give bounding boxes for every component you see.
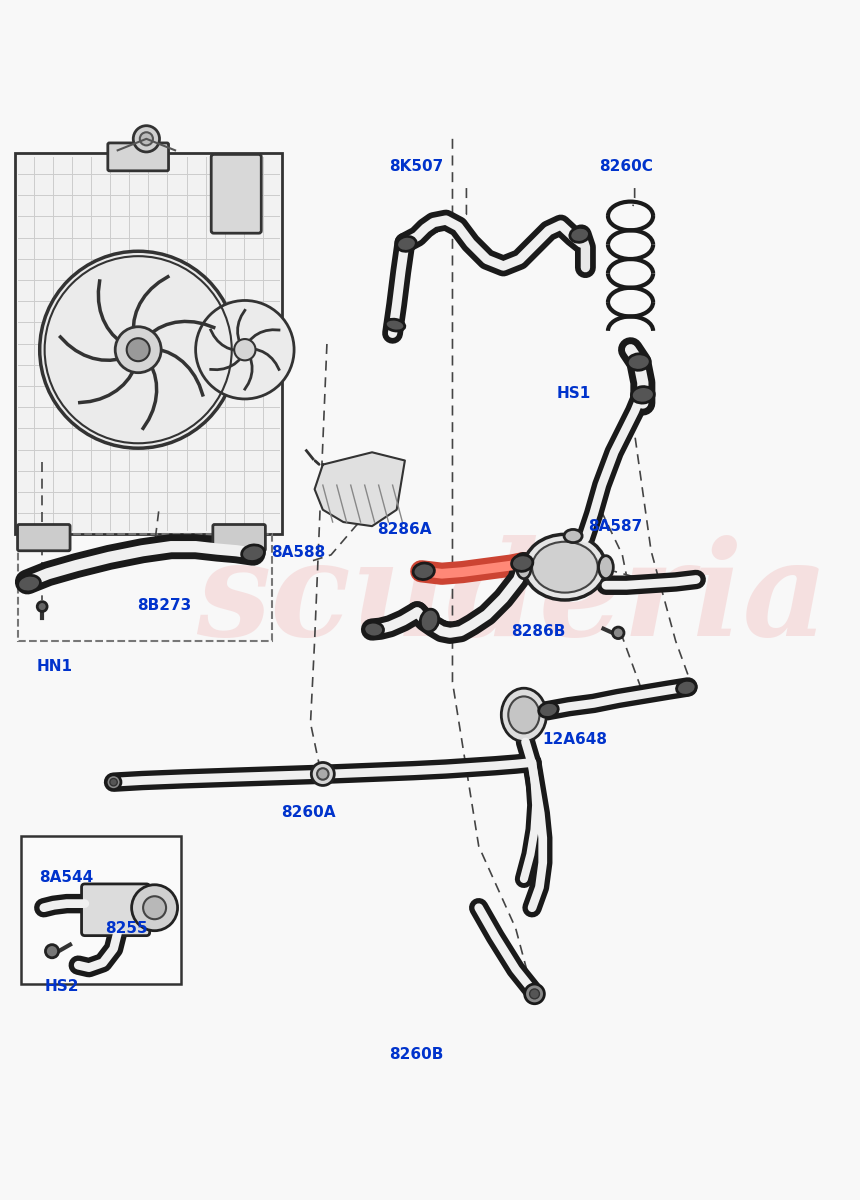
Ellipse shape [508, 696, 539, 733]
Ellipse shape [599, 556, 613, 578]
Circle shape [140, 132, 153, 145]
Text: 8K507: 8K507 [390, 160, 444, 174]
Circle shape [311, 762, 335, 786]
Circle shape [46, 944, 58, 958]
Ellipse shape [385, 319, 405, 331]
Circle shape [133, 126, 159, 152]
Text: HS2: HS2 [45, 978, 80, 994]
Ellipse shape [538, 702, 558, 718]
Text: scuderia: scuderia [195, 535, 827, 665]
Circle shape [40, 251, 237, 448]
Text: 8286B: 8286B [511, 624, 565, 640]
Text: 8B273: 8B273 [137, 599, 191, 613]
Ellipse shape [564, 529, 582, 542]
Text: 8260C: 8260C [599, 160, 653, 174]
Ellipse shape [18, 575, 40, 592]
Circle shape [317, 768, 329, 780]
Ellipse shape [396, 236, 416, 251]
Ellipse shape [570, 227, 589, 242]
Ellipse shape [512, 554, 533, 571]
FancyBboxPatch shape [212, 155, 261, 233]
FancyBboxPatch shape [21, 836, 181, 984]
Circle shape [115, 326, 161, 373]
FancyBboxPatch shape [108, 143, 169, 170]
Polygon shape [15, 152, 282, 534]
Circle shape [525, 984, 544, 1003]
Ellipse shape [532, 541, 598, 593]
FancyArrowPatch shape [315, 461, 319, 464]
Ellipse shape [631, 386, 654, 403]
Ellipse shape [421, 610, 439, 632]
Polygon shape [315, 452, 405, 526]
Circle shape [37, 601, 47, 612]
Text: 8A588: 8A588 [271, 545, 325, 560]
Text: 8260A: 8260A [281, 805, 336, 821]
Circle shape [530, 989, 539, 998]
Ellipse shape [517, 556, 531, 578]
Text: 8A544: 8A544 [40, 870, 94, 886]
Text: 8A587: 8A587 [588, 518, 642, 534]
Circle shape [126, 338, 150, 361]
Circle shape [110, 779, 117, 786]
Ellipse shape [524, 534, 606, 600]
Circle shape [106, 775, 121, 790]
Ellipse shape [627, 354, 650, 371]
Circle shape [195, 300, 294, 398]
FancyBboxPatch shape [17, 524, 70, 551]
Ellipse shape [677, 680, 696, 695]
Ellipse shape [501, 689, 546, 742]
Text: 8286A: 8286A [377, 522, 432, 536]
Text: HS1: HS1 [556, 385, 591, 401]
Circle shape [143, 896, 166, 919]
Text: 8255: 8255 [105, 922, 148, 936]
Circle shape [132, 884, 177, 931]
Text: 8260B: 8260B [390, 1048, 444, 1062]
Ellipse shape [413, 563, 434, 580]
FancyBboxPatch shape [82, 884, 150, 936]
Circle shape [612, 628, 624, 638]
Text: HN1: HN1 [37, 660, 72, 674]
Ellipse shape [242, 545, 265, 562]
Ellipse shape [364, 622, 384, 637]
Text: 12A648: 12A648 [543, 732, 608, 748]
FancyBboxPatch shape [213, 524, 266, 551]
Circle shape [234, 340, 255, 360]
